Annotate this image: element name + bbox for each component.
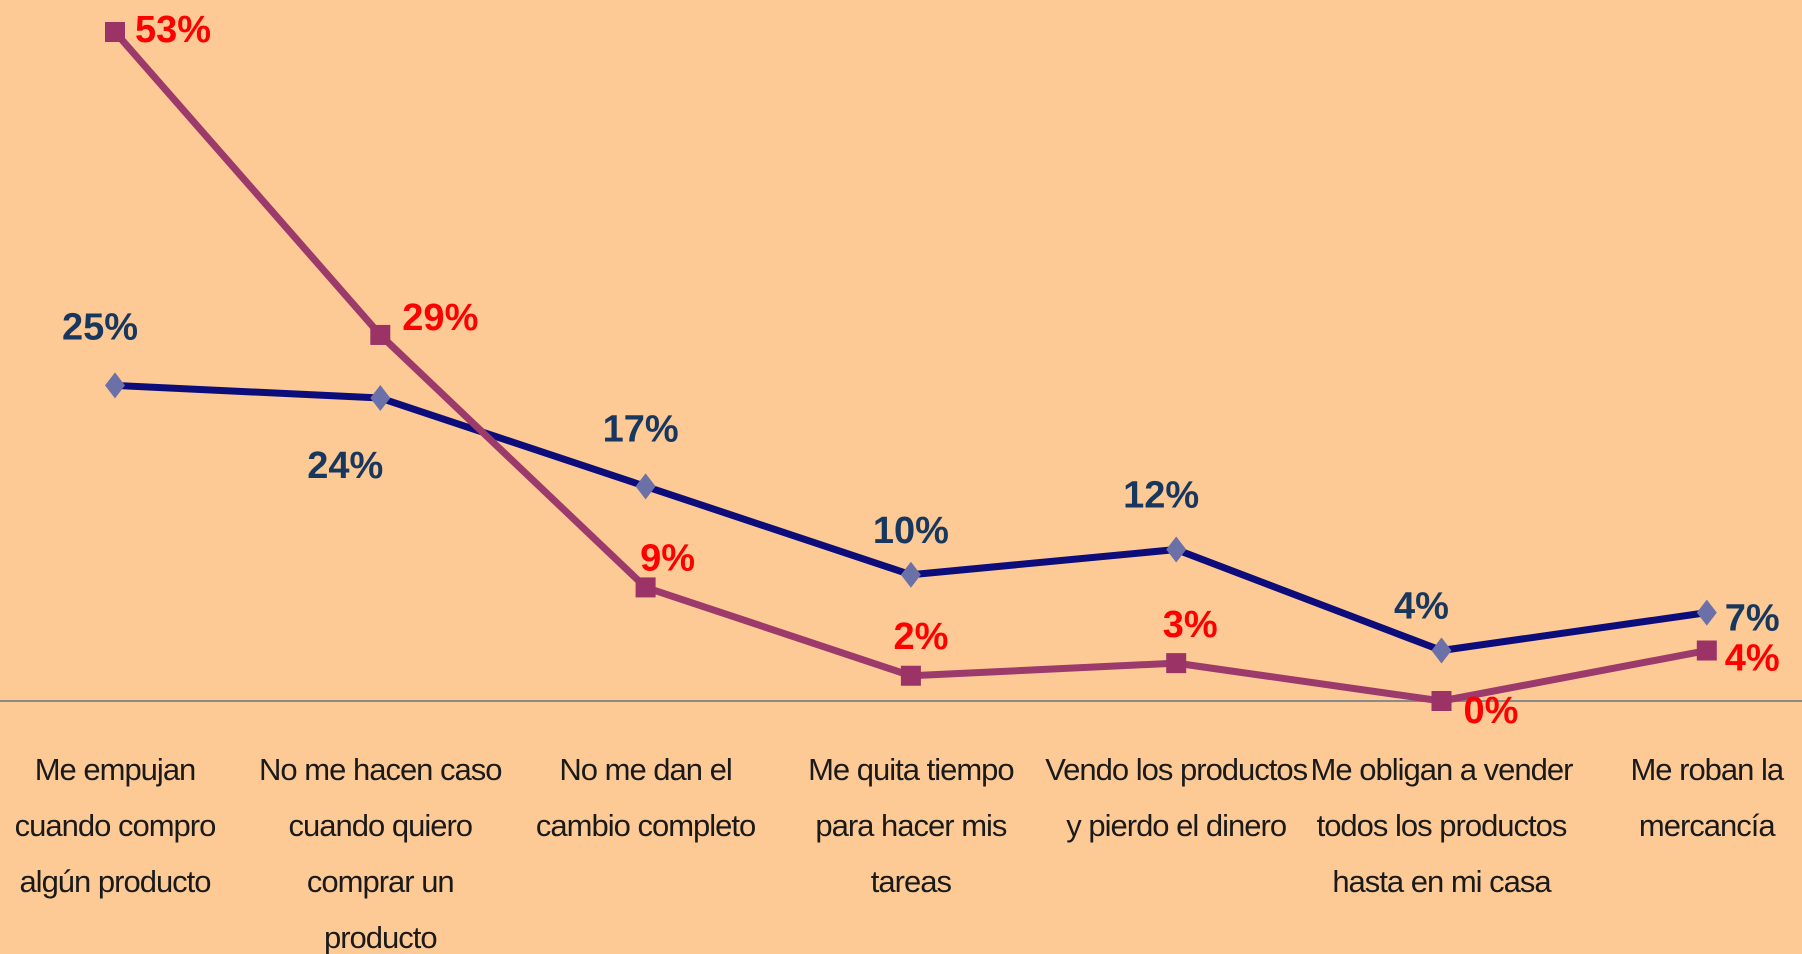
x-tick-label: Me empujan cuando compro algún producto bbox=[14, 752, 217, 899]
marker bbox=[1166, 653, 1187, 674]
data-label: 10% bbox=[873, 510, 949, 552]
x-tick-label: No me dan el cambio completo bbox=[535, 752, 756, 843]
data-label: 7% bbox=[1725, 598, 1780, 640]
data-label: 24% bbox=[307, 445, 383, 487]
x-tick-label: Me roban la mercancía bbox=[1630, 752, 1784, 843]
data-label: 25% bbox=[62, 306, 138, 348]
marker bbox=[635, 473, 656, 500]
marker bbox=[370, 324, 391, 345]
data-label: 4% bbox=[1725, 638, 1780, 680]
data-label: 17% bbox=[603, 408, 679, 450]
marker bbox=[900, 665, 921, 686]
series-line bbox=[112, 29, 1708, 705]
marker bbox=[1431, 691, 1452, 711]
x-tick-label: Me quita tiempo para hacer mis tareas bbox=[808, 752, 1015, 899]
x-tick-label: Vendo los productos y pierdo el dinero bbox=[1045, 752, 1308, 843]
marker bbox=[370, 385, 391, 412]
marker bbox=[1431, 637, 1452, 664]
data-label: 3% bbox=[1163, 604, 1218, 646]
data-label: 4% bbox=[1394, 586, 1449, 628]
data-label: 9% bbox=[640, 537, 695, 579]
marker bbox=[1696, 599, 1717, 626]
marker bbox=[1696, 640, 1717, 661]
marker bbox=[900, 561, 921, 588]
marker bbox=[635, 577, 656, 598]
marker bbox=[1166, 536, 1187, 563]
data-label: 2% bbox=[893, 616, 948, 658]
data-label: 29% bbox=[402, 297, 478, 339]
marker bbox=[105, 22, 125, 42]
data-label: 12% bbox=[1123, 475, 1199, 517]
x-tick-label: No me hacen caso cuando quiero comprar u… bbox=[259, 752, 502, 954]
x-tick-label: Me obligan a vender todos los productos … bbox=[1310, 752, 1574, 899]
data-label: 0% bbox=[1464, 690, 1519, 732]
data-label: 53% bbox=[135, 9, 211, 51]
marker bbox=[105, 372, 125, 399]
